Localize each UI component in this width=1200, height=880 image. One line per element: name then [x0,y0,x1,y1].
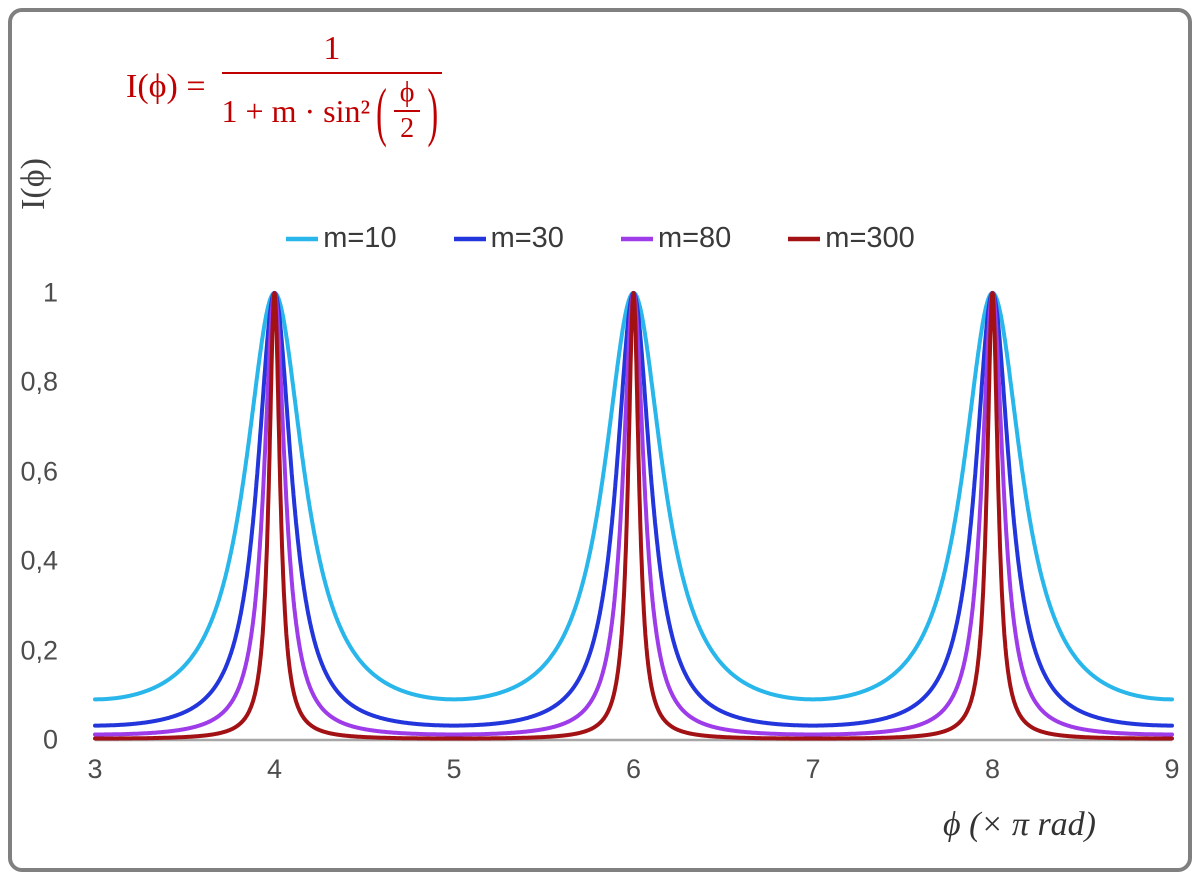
x-tick-label: 4 [266,754,283,784]
series-line-m=80 [93,291,1174,737]
series-line-m=30 [93,291,1174,728]
legend-label: m=30 [490,222,564,254]
legend-line-icon [788,236,821,241]
x-tick-label: 9 [1164,754,1180,784]
legend-item: m=300 [787,222,915,255]
y-tick-label: 0,6 [20,456,58,487]
y-tick-label: 0 [42,724,58,755]
inner-denominator: 2 [400,113,415,145]
series-line-m=300 [93,291,1174,741]
y-tick-label: 1 [42,277,58,308]
legend-label: m=10 [323,222,397,254]
x-tick-labels: 3 4 5 6 7 8 9 [87,754,1179,786]
legend-item: m=10 [285,222,397,255]
formula-annotation: I(ϕ) = 1 1 + m · sin² ( ϕ 2 ) [126,30,443,149]
formula-lhs: I(ϕ) = [126,67,206,105]
legend-item: m=80 [620,222,731,255]
inner-numerator: ϕ [393,79,421,113]
formula-denominator: 1 + m · sin² ( ϕ 2 ) [221,74,443,149]
inner-fraction: ϕ 2 [393,79,421,145]
legend-item: m=30 [453,222,564,255]
legend-line-icon [453,236,486,241]
close-paren: ) [427,74,439,149]
legend-label: m=80 [657,222,732,254]
formula-fraction: 1 1 + m · sin² ( ϕ 2 ) [221,30,443,149]
formula-numerator: 1 [221,30,443,75]
legend-line-icon [286,236,319,241]
open-paren: ( [376,74,387,149]
chart-border [8,8,1192,872]
x-tick-label: 6 [625,754,642,784]
formula-denominator-text: 1 + m · sin² [221,93,371,130]
x-tick-label: 3 [87,754,103,784]
x-tick-label: 8 [984,754,1000,784]
y-tick-label: 0,8 [20,366,58,397]
x-tick-label: 7 [805,754,821,784]
y-tick-labels: 0 0,2 0,4 0,6 0,8 1 [0,278,70,755]
x-axis-title: ϕ (× π rad) [943,806,1096,843]
y-tick-label: 0,4 [20,545,58,576]
x-tick-label: 5 [446,754,462,784]
legend-line-icon [620,236,653,241]
y-tick-label: 0,2 [20,635,58,666]
legend-label: m=300 [825,222,915,254]
legend: m=10 m=30 m=80 m=300 [0,222,1200,255]
